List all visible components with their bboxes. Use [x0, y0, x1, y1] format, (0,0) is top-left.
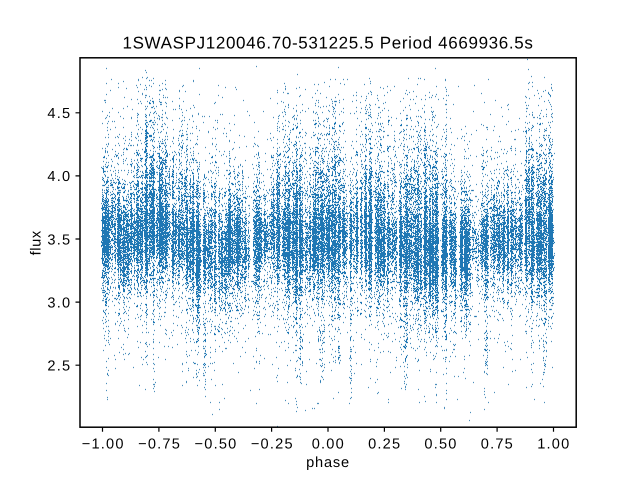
svg-text:3.0: 3.0 [47, 295, 71, 311]
svg-text:4.0: 4.0 [47, 169, 71, 185]
svg-text:0.50: 0.50 [424, 437, 457, 453]
svg-text:−0.25: −0.25 [251, 437, 294, 453]
svg-text:phase: phase [306, 455, 350, 471]
svg-text:−0.50: −0.50 [195, 437, 238, 453]
svg-text:flux: flux [28, 230, 44, 255]
svg-text:1.00: 1.00 [537, 437, 570, 453]
svg-text:3.5: 3.5 [47, 232, 71, 248]
svg-text:0.75: 0.75 [481, 437, 514, 453]
svg-text:−1.00: −1.00 [82, 437, 125, 453]
svg-text:4.5: 4.5 [47, 106, 71, 122]
svg-text:0.25: 0.25 [368, 437, 401, 453]
svg-text:2.5: 2.5 [47, 359, 71, 375]
svg-text:−0.75: −0.75 [138, 437, 181, 453]
svg-text:1SWASPJ120046.70-531225.5 Peri: 1SWASPJ120046.70-531225.5 Period 4669936… [122, 33, 533, 52]
svg-text:0.00: 0.00 [312, 437, 345, 453]
